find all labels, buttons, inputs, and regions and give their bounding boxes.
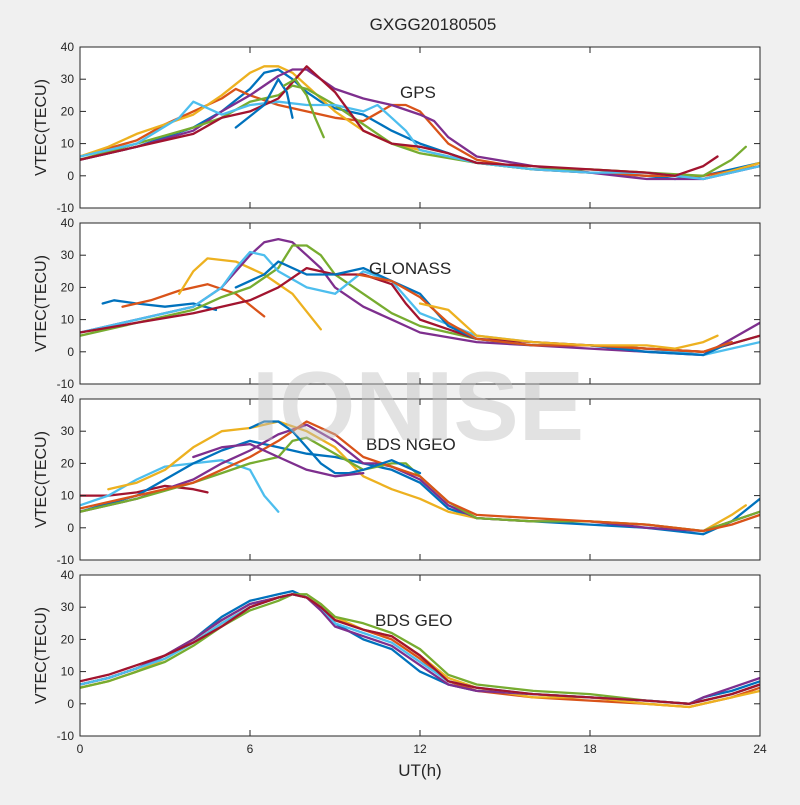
- figure-title: GXGG20180505: [370, 15, 497, 34]
- y-tick-label: 20: [61, 280, 75, 294]
- x-tick-label: 12: [413, 742, 427, 756]
- series-line: [192, 442, 365, 478]
- y-tick-label: 40: [61, 216, 75, 230]
- series-line: [178, 257, 322, 331]
- x-tick-label: 18: [583, 742, 597, 756]
- y-axis-label: VTEC(TECU): [33, 431, 50, 528]
- series-line: [80, 237, 760, 357]
- y-tick-label: -10: [57, 553, 75, 567]
- watermark-text: IONISE: [252, 351, 584, 461]
- y-axis-label: VTEC(TECU): [33, 607, 50, 704]
- series-line: [234, 78, 294, 129]
- y-tick-label: 30: [61, 248, 75, 262]
- y-tick-label: -10: [57, 729, 75, 743]
- series-line: [282, 78, 325, 139]
- series-line: [121, 283, 266, 318]
- y-axis-label: VTEC(TECU): [33, 79, 50, 176]
- x-tick-label: 24: [753, 742, 767, 756]
- y-tick-label: 20: [61, 456, 75, 470]
- y-tick-label: 30: [61, 424, 75, 438]
- series-line: [356, 273, 733, 353]
- panel-label: GPS: [400, 83, 436, 102]
- series-line: [418, 302, 719, 350]
- y-tick-label: 40: [61, 40, 75, 54]
- x-axis-label: UT(h): [398, 761, 441, 780]
- y-tick-label: 20: [61, 632, 75, 646]
- series-line: [80, 100, 760, 181]
- y-tick-label: 10: [61, 137, 75, 151]
- panel-label: BDS GEO: [375, 611, 452, 630]
- y-tick-label: 0: [67, 521, 74, 535]
- y-tick-label: 20: [61, 104, 75, 118]
- y-tick-label: 0: [67, 169, 74, 183]
- x-tick-label: 0: [77, 742, 84, 756]
- panel-label: BDS NGEO: [366, 435, 456, 454]
- panel-2: -10 0 10 20 30 40 VTEC(TECU) BDS NGEO: [33, 392, 761, 567]
- y-tick-label: 10: [61, 313, 75, 327]
- series-line: [80, 593, 760, 705]
- y-tick-label: 30: [61, 72, 75, 86]
- y-tick-label: -10: [57, 201, 75, 215]
- y-tick-label: 10: [61, 665, 75, 679]
- series-line: [80, 420, 760, 533]
- series-line: [80, 484, 209, 497]
- panel-label: GLONASS: [369, 259, 451, 278]
- y-tick-label: 40: [61, 392, 75, 406]
- y-tick-label: 30: [61, 600, 75, 614]
- series-line: [80, 65, 719, 177]
- y-tick-label: 40: [61, 568, 75, 582]
- x-tick-label: 6: [247, 742, 254, 756]
- panel-1: -10 0 10 20 30 40 VTEC(TECU) GLONASS: [33, 216, 761, 391]
- series-line: [248, 420, 422, 475]
- series-group: [80, 420, 760, 536]
- y-tick-label: -10: [57, 377, 75, 391]
- series-group: [80, 589, 760, 709]
- series-group: [80, 237, 760, 357]
- y-tick-label: 0: [67, 345, 74, 359]
- series-line: [234, 260, 733, 357]
- panel-0: -10 0 10 20 30 40 VTEC(TECU) GPS: [33, 40, 761, 215]
- y-tick-label: 10: [61, 489, 75, 503]
- y-axis-label: VTEC(TECU): [33, 255, 50, 352]
- y-tick-label: 0: [67, 697, 74, 711]
- plot-area: [80, 47, 760, 208]
- series-group: [80, 65, 760, 181]
